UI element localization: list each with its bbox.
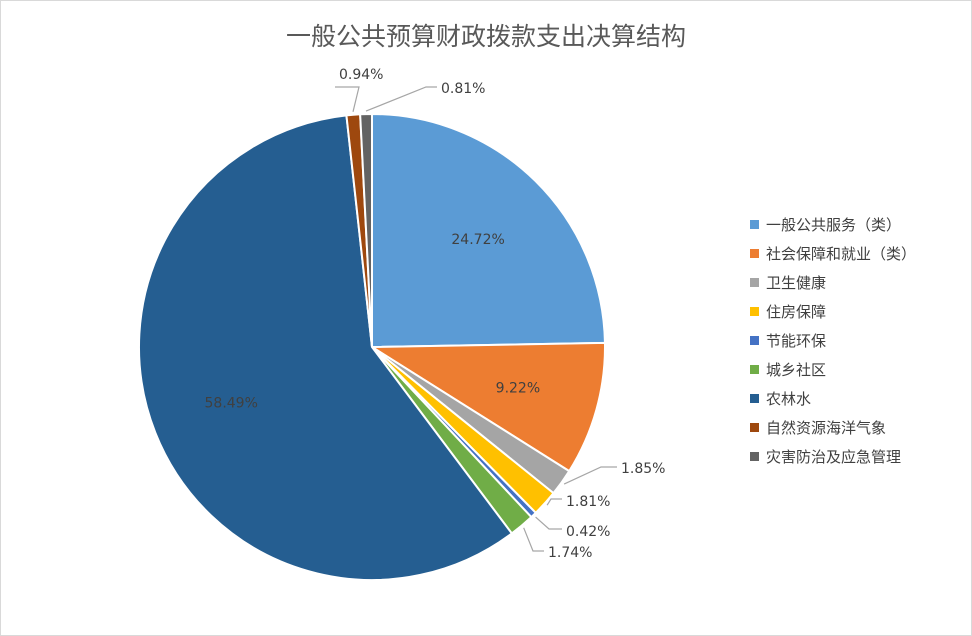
pie-slice-0 xyxy=(371,112,606,349)
leader-line-8 xyxy=(365,86,437,112)
data-label-5: 1.74% xyxy=(548,545,592,561)
legend-label-8: 灾害防治及应急管理 xyxy=(766,448,901,466)
data-label-6: 58.49% xyxy=(205,396,258,412)
legend-swatch-2 xyxy=(750,278,759,287)
data-label-7: 0.94% xyxy=(339,67,383,83)
leader-line-7 xyxy=(335,86,360,112)
legend-label-2: 卫生健康 xyxy=(766,274,826,292)
legend-swatch-5 xyxy=(750,365,759,374)
chart-title: 一般公共预算财政拨款支出决算结构 xyxy=(286,22,686,51)
legend-label-4: 节能环保 xyxy=(766,332,826,350)
data-label-4: 0.42% xyxy=(566,524,610,540)
leader-line-4 xyxy=(535,516,562,530)
pie: 24.72% 9.22% 1.85% 1.81% 0.42% 1.74% 58.49% 0.9… xyxy=(137,67,665,582)
pie-slice-8 xyxy=(359,112,373,348)
legend: 一般公共服务（类） 社会保障和就业（类） 卫生健康住房保障节能环保城乡社区农林水自然… xyxy=(750,216,916,466)
data-label-8: 0.81% xyxy=(441,81,485,97)
leader-line-2 xyxy=(563,466,617,485)
legend-swatch-0 xyxy=(750,220,759,229)
leader-line-3 xyxy=(546,498,562,506)
legend-label-5: 城乡社区 xyxy=(766,361,826,379)
legend-swatch-1 xyxy=(750,249,759,258)
legend-swatch-7 xyxy=(750,423,759,432)
pie-slice-1 xyxy=(368,341,606,473)
legend-label-6: 农林水 xyxy=(766,390,811,408)
legend-swatch-3 xyxy=(750,307,759,316)
data-label-2: 1.85% xyxy=(621,461,665,477)
legend-label-0: 一般公共服务（类） xyxy=(766,216,901,234)
legend-swatch-6 xyxy=(750,394,759,403)
pie-slice-6 xyxy=(137,114,514,582)
legend-swatch-4 xyxy=(750,336,759,345)
data-label-3: 1.81% xyxy=(566,494,610,510)
data-label-0: 24.72% xyxy=(451,232,504,248)
legend-swatch-8 xyxy=(750,452,759,461)
legend-label-1: 社会保障和就业（类） xyxy=(766,245,916,263)
legend-label-7: 自然资源海洋气象 xyxy=(766,419,886,437)
legend-label-3: 住房保障 xyxy=(766,303,826,321)
data-label-1: 9.22% xyxy=(496,381,540,397)
leader-line-5 xyxy=(523,527,544,552)
